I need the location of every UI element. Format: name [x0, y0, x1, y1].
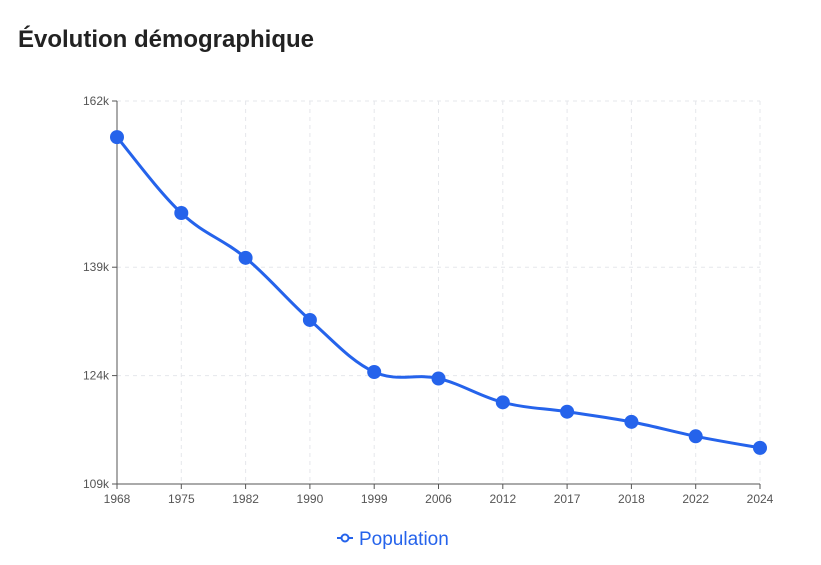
data-point[interactable] [110, 130, 124, 145]
legend-marker-icon [340, 533, 350, 543]
data-point[interactable] [624, 414, 639, 429]
data-point[interactable] [688, 429, 703, 444]
data-point[interactable] [174, 206, 189, 221]
x-tick-label: 2022 [682, 492, 709, 506]
x-tick-label: 2017 [554, 492, 581, 506]
data-point[interactable] [560, 404, 575, 419]
x-tick-label: 2006 [425, 492, 452, 506]
y-tick-label: 124k [83, 369, 110, 383]
legend-label: Population [359, 529, 449, 550]
y-tick-label: 139k [83, 260, 110, 274]
data-point[interactable] [431, 371, 446, 386]
x-tick-label: 2018 [618, 492, 645, 506]
data-point[interactable] [367, 364, 382, 379]
chart-title: Évolution démographique [18, 26, 315, 53]
x-tick-label: 2012 [489, 492, 516, 506]
grid-lines [116, 100, 761, 485]
data-point[interactable] [753, 440, 767, 455]
y-tick-label: 162k [83, 94, 110, 108]
y-axis-ticks: 109k 124k 139k 162k [83, 94, 117, 491]
x-axis-ticks: 1968 1975 1982 1990 1999 2006 2012 2017 2018 2022… [104, 484, 774, 506]
x-tick-label: 1990 [297, 492, 324, 506]
y-tick-label: 109k [83, 477, 110, 491]
x-tick-label: 1982 [232, 492, 259, 506]
x-tick-label: 1975 [168, 492, 195, 506]
series-population [110, 130, 767, 455]
x-tick-label: 1968 [104, 492, 131, 506]
data-point[interactable] [495, 395, 510, 410]
legend[interactable]: Population [337, 529, 449, 550]
x-tick-label: 1999 [361, 492, 388, 506]
data-point[interactable] [302, 312, 317, 327]
data-point[interactable] [238, 250, 253, 265]
x-tick-label: 2024 [747, 492, 774, 506]
